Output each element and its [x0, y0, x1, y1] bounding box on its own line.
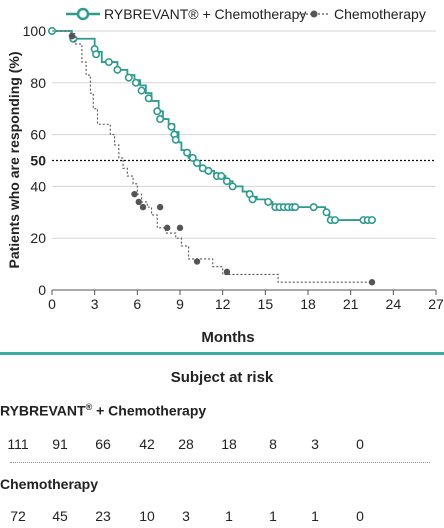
censor-mark-rybrevant — [124, 73, 133, 82]
censor-mark-rybrevant — [222, 177, 231, 186]
y-tick-label: 40 — [30, 178, 46, 194]
y-tick-label: 50 — [30, 153, 46, 169]
censor-mark-rybrevant — [322, 208, 331, 217]
censor-mark-rybrevant — [248, 195, 257, 204]
x-tick-label: 18 — [300, 296, 316, 312]
risk-group-name: RYBREVANT — [0, 402, 86, 419]
section-divider — [0, 352, 444, 355]
censor-mark-rybrevant — [104, 58, 113, 67]
x-tick-label: 9 — [176, 296, 184, 312]
risk-count: 111 — [7, 436, 29, 452]
y-tick-label: 20 — [30, 230, 46, 246]
risk-row-chemotherapy: 72 45 23 10 3 1 1 1 0 — [0, 508, 444, 528]
x-tick-label: 3 — [91, 296, 99, 312]
risk-count: 1 — [269, 508, 277, 524]
risk-group-name: Chemotherapy — [0, 476, 99, 492]
legend-item-rybrevant: RYBREVANT® + Chemotherapy — [66, 6, 306, 22]
risk-count: 91 — [52, 436, 68, 452]
risk-count: 18 — [221, 436, 237, 452]
y-tick-label: 60 — [30, 127, 46, 143]
x-tick-label: 0 — [48, 296, 56, 312]
risk-count: 0 — [356, 508, 364, 524]
censor-mark-chemotherapy — [156, 203, 164, 211]
censor-mark-rybrevant — [204, 166, 213, 175]
curve-chemotherapy — [52, 30, 372, 283]
risk-count: 10 — [139, 508, 155, 524]
censor-mark-rybrevant — [113, 65, 122, 74]
censor-mark-chemotherapy — [135, 198, 142, 206]
censor-mark-rybrevant — [171, 135, 180, 144]
risk-count: 66 — [95, 436, 111, 452]
censor-mark-rybrevant — [156, 115, 165, 124]
x-tick-label: 24 — [386, 296, 402, 312]
grid — [52, 30, 436, 239]
y-axis-label: Patients who are responding (%) — [6, 51, 22, 268]
censor-mark-rybrevant — [291, 203, 300, 212]
censor-mark-chemotherapy — [223, 268, 231, 276]
censor-mark-rybrevant — [331, 216, 340, 225]
risk-count: 45 — [52, 508, 68, 524]
censor-mark-rybrevant — [193, 159, 202, 168]
risk-count: 0 — [356, 436, 364, 452]
risk-count: 23 — [95, 508, 111, 524]
x-tick-label: 6 — [133, 296, 141, 312]
risk-row-divider — [10, 462, 430, 463]
y-tick-label: 100 — [23, 23, 47, 39]
censor-mark-rybrevant — [183, 148, 192, 157]
censor-mark-chemotherapy — [164, 224, 171, 232]
censor-mark-rybrevant — [228, 182, 237, 191]
risk-count: 1 — [311, 508, 319, 524]
risk-count: 3 — [182, 508, 190, 524]
risk-group-label-rybrevant: RYBREVANT® + Chemotherapy — [0, 402, 206, 419]
censor-mark-rybrevant — [144, 94, 153, 103]
risk-table-title: Subject at risk — [170, 369, 274, 386]
curve-rybrevant — [52, 30, 372, 221]
km-chart: RYBREVANT® + Chemotherapy Chemotherapy 0… — [6, 6, 444, 346]
censor-mark-rybrevant — [167, 122, 176, 131]
x-axis-label: Months — [201, 329, 254, 346]
risk-count: 1 — [225, 508, 233, 524]
risk-count: 3 — [311, 436, 319, 452]
y-tick-label: 80 — [30, 75, 46, 91]
legend-label-rybrevant: RYBREVANT® + Chemotherapy — [104, 6, 306, 22]
censor-mark-rybrevant — [264, 197, 273, 206]
legend-marker-chemotherapy — [310, 10, 318, 18]
censor-mark-rybrevant — [217, 172, 226, 181]
x-tick-label: 15 — [258, 296, 274, 312]
risk-count: 8 — [269, 436, 277, 452]
censor-mark-chemotherapy — [368, 279, 376, 286]
axes: 0 20 40 50 60 80 100 0 3 6 9 12 15 18 21 24 27 — [23, 23, 444, 312]
risk-group-label-chemotherapy: Chemotherapy — [0, 476, 98, 492]
risk-count: 72 — [10, 508, 26, 524]
registered-mark: ® — [85, 402, 93, 412]
x-tick-label: 27 — [428, 296, 444, 312]
censor-mark-rybrevant — [188, 153, 197, 162]
censor-mark-chemotherapy — [176, 224, 184, 232]
risk-row-rybrevant: 111 91 66 42 28 18 8 3 0 — [0, 436, 444, 456]
series — [47, 26, 376, 286]
legend-marker-rybrevant — [76, 7, 90, 21]
censor-mark-chemotherapy — [131, 190, 138, 198]
censor-mark-rybrevant — [131, 78, 140, 87]
legend-item-chemotherapy: Chemotherapy — [298, 6, 426, 22]
censor-mark-chemotherapy — [139, 203, 147, 211]
censor-mark-rybrevant — [137, 86, 146, 95]
y-tick-label: 0 — [38, 282, 46, 298]
censor-mark-rybrevant — [367, 216, 376, 225]
censor-mark-rybrevant — [309, 203, 318, 212]
censor-mark-chemotherapy — [193, 258, 201, 265]
censor-mark-chemotherapy — [68, 32, 76, 40]
risk-count: 42 — [139, 436, 155, 452]
legend-label-chemotherapy: Chemotherapy — [334, 6, 426, 22]
x-tick-label: 12 — [215, 296, 231, 312]
censor-mark-rybrevant — [92, 50, 101, 59]
risk-group-suffix: + Chemotherapy — [92, 402, 207, 419]
legend: RYBREVANT® + Chemotherapy Chemotherapy — [66, 6, 426, 22]
risk-count: 28 — [178, 436, 194, 452]
x-tick-label: 21 — [343, 296, 359, 312]
censor-mark-rybrevant — [153, 107, 162, 116]
